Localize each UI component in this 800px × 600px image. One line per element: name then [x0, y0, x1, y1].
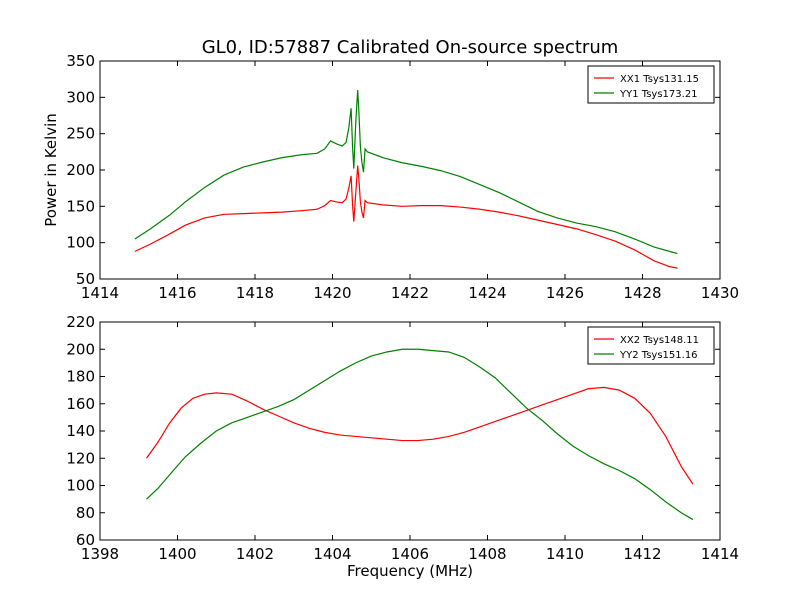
- x-tick-label: 1414: [701, 545, 739, 563]
- series-line-1: [146, 386, 694, 485]
- series-line-2: [146, 348, 694, 521]
- y-tick-label: 60: [76, 531, 95, 549]
- y-tick-label: 200: [66, 340, 95, 358]
- y-tick-label: 100: [66, 477, 95, 495]
- y-tick-label: 200: [66, 161, 95, 179]
- x-tick-label: 1416: [158, 284, 196, 302]
- x-tick-label: 1406: [391, 545, 429, 563]
- x-tick-label: 1418: [236, 284, 274, 302]
- x-axis-label: Frequency (MHz): [347, 562, 473, 580]
- x-tick-label: 1398: [81, 545, 119, 563]
- x-tick-label: 1420: [313, 284, 351, 302]
- legend: XX1 Tsys131.15 YY1 Tsys173.21: [587, 65, 715, 104]
- y-tick-label: 250: [66, 125, 95, 143]
- x-tick-label: 1428: [623, 284, 661, 302]
- x-tick-label: 1430: [701, 284, 739, 302]
- legend-label-1: XX2 Tsys148.11: [620, 335, 699, 346]
- y-tick-label: 350: [66, 52, 95, 70]
- y-tick-label: 100: [66, 234, 95, 252]
- y-tick-label: 160: [66, 395, 95, 413]
- legend-label-1: XX1 Tsys131.15: [620, 74, 699, 85]
- chart-panel-1: 1414 1416 1418 1420 1422 1424 1426 1428 1430 50 10…: [42, 52, 739, 302]
- x-tick-label: 1408: [468, 545, 506, 563]
- x-tick-label: 1414: [81, 284, 119, 302]
- series-line-1: [134, 165, 678, 269]
- y-tick-label: 180: [66, 368, 95, 386]
- y-tick-label: 300: [66, 88, 95, 106]
- y-tick-label: 220: [66, 313, 95, 331]
- x-tick-label: 1412: [623, 545, 661, 563]
- x-tick-label: 1404: [313, 545, 351, 563]
- chart-panels: 1414 1416 1418 1420 1422 1424 1426 1428 1430 50 10…: [42, 52, 739, 580]
- chart-title: GL0, ID:57887 Calibrated On-source spect…: [202, 37, 619, 58]
- y-axis-label: Power in Kelvin: [42, 113, 60, 227]
- y-tick-label: 50: [76, 270, 95, 288]
- legend-box: [587, 65, 715, 104]
- y-tick-label: 140: [66, 422, 95, 440]
- y-tick-label: 150: [66, 197, 95, 215]
- x-tick-label: 1426: [546, 284, 584, 302]
- series-line-2: [134, 90, 678, 255]
- legend-label-2: YY1 Tsys173.21: [619, 89, 698, 100]
- x-tick-label: 1424: [468, 284, 506, 302]
- legend-label-2: YY2 Tsys151.16: [619, 350, 698, 361]
- x-tick-label: 1410: [546, 545, 584, 563]
- y-tick-label: 80: [76, 504, 95, 522]
- y-tick-label: 120: [66, 449, 95, 467]
- x-tick-label: 1422: [391, 284, 429, 302]
- legend: XX2 Tsys148.11 YY2 Tsys151.16: [587, 326, 715, 365]
- x-tick-label: 1400: [158, 545, 196, 563]
- x-tick-label: 1402: [236, 545, 274, 563]
- chart-panel-2: 1398 1400 1402 1404 1406 1408 1410 1412 1414 60 80…: [66, 313, 739, 580]
- legend-box: [587, 326, 715, 365]
